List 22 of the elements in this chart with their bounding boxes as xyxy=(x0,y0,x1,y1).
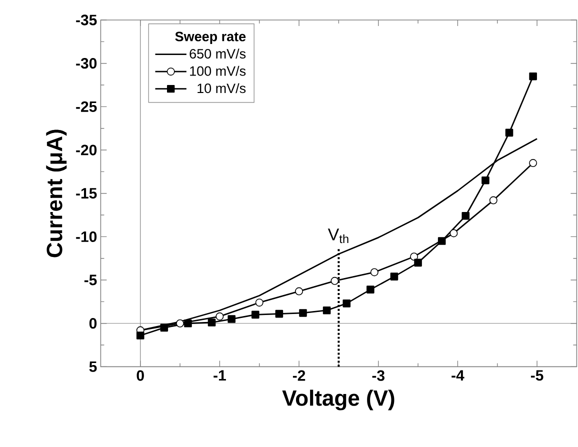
x-tick-label: 0 xyxy=(136,370,144,381)
y-tick-label: -30 xyxy=(76,58,97,69)
y-tick-label: -15 xyxy=(76,188,97,199)
y-tick-label: -35 xyxy=(76,14,97,26)
y-tick-label: -10 xyxy=(76,231,97,242)
x-tick-label: -4 xyxy=(452,370,464,381)
x-tick-label: -2 xyxy=(292,370,306,381)
ref-line-label: V$_{th}$ xyxy=(328,228,348,244)
legend-title: Sweep rate xyxy=(175,32,246,44)
y-tick-label: -25 xyxy=(76,101,97,112)
x-axis-title: Voltage (V) xyxy=(282,390,394,410)
y-tick-label: -20 xyxy=(76,144,97,156)
x-tick-label: -5 xyxy=(530,370,544,381)
y-axis-title: Current (μA) xyxy=(46,130,67,258)
x-tick-label: -3 xyxy=(372,370,384,381)
x-tick-label: -1 xyxy=(214,370,226,381)
legend-label: 100 mV/s xyxy=(190,66,246,76)
legend-label: 650 mV/s xyxy=(190,48,246,59)
y-tick-label: 0 xyxy=(89,318,97,329)
y-tick-label: 5 xyxy=(89,361,97,372)
y-tick-label: -5 xyxy=(84,274,97,286)
legend-label: 10 mV/s xyxy=(198,83,246,94)
